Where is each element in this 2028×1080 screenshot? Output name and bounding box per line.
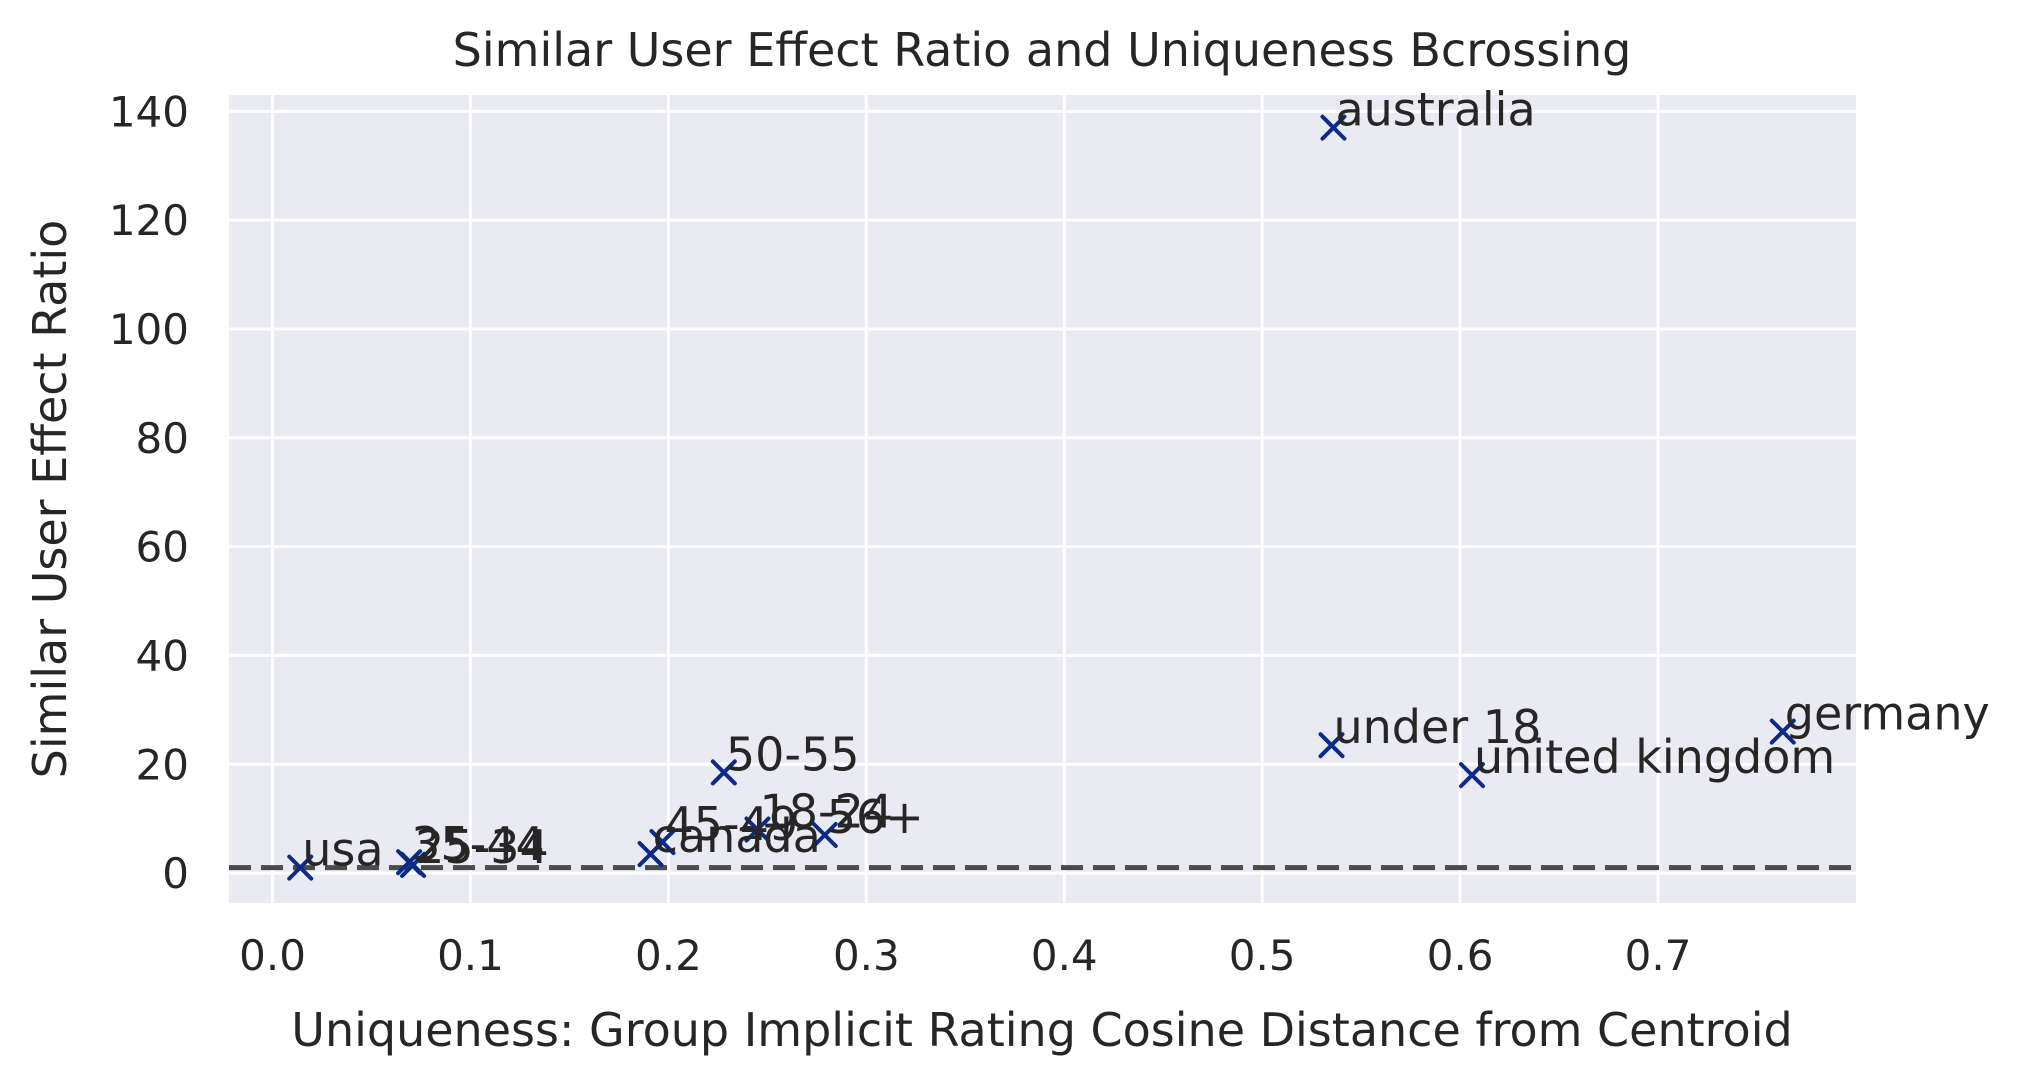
grid bbox=[229, 95, 1856, 903]
data-point-label: united kingdom bbox=[1474, 730, 1835, 784]
x-tick-label: 0.0 bbox=[239, 931, 306, 980]
data-point-label: australia bbox=[1335, 83, 1535, 137]
data-point-label: canada bbox=[653, 809, 821, 863]
data-point-label: 45-49 bbox=[664, 797, 798, 851]
data-point-label: 18-24 bbox=[759, 785, 893, 839]
data-point-marker bbox=[811, 821, 838, 848]
x-tick-label: 0.6 bbox=[1427, 931, 1494, 980]
data-point-label: 35-44 bbox=[411, 817, 545, 871]
data-point-marker bbox=[287, 854, 314, 881]
y-tick-label: 140 bbox=[109, 87, 189, 136]
y-tick-label: 40 bbox=[136, 631, 189, 680]
x-tick-label: 0.7 bbox=[1625, 931, 1692, 980]
data-point-label: germany bbox=[1785, 687, 1990, 741]
data-point-marker bbox=[1459, 762, 1486, 789]
data-point-label: usa bbox=[302, 823, 383, 877]
y-tick-label: 80 bbox=[136, 414, 189, 463]
data-point-marker bbox=[649, 829, 676, 856]
y-tick-label: 120 bbox=[109, 196, 189, 245]
x-tick-label: 0.4 bbox=[1031, 931, 1098, 980]
data-points bbox=[287, 114, 1796, 881]
data-point-marker bbox=[1769, 718, 1796, 745]
chart-title: Similar User Effect Ratio and Uniqueness… bbox=[453, 23, 1632, 77]
data-point-label: 25-34 bbox=[415, 820, 549, 874]
data-point-label: under 18 bbox=[1333, 700, 1541, 754]
data-point-label: 50-55 bbox=[726, 727, 860, 781]
y-tick-label: 0 bbox=[162, 849, 189, 898]
data-point-marker bbox=[1318, 732, 1345, 759]
data-point-marker bbox=[1320, 114, 1347, 141]
tick-labels: 0.0 0.1 0.2 0.3 0.4 0.5 0.6 0.7 0 20 40 60 80 100 120 1… bbox=[109, 87, 1692, 980]
plot-area bbox=[229, 95, 1856, 903]
x-tick-label: 0.2 bbox=[635, 931, 702, 980]
data-point-marker bbox=[744, 816, 771, 843]
x-tick-label: 0.3 bbox=[833, 931, 900, 980]
y-axis-title: Similar User Effect Ratio bbox=[23, 220, 77, 779]
data-point-marker bbox=[710, 759, 737, 786]
x-tick-label: 0.1 bbox=[437, 931, 504, 980]
y-tick-label: 100 bbox=[109, 305, 189, 354]
data-point-marker bbox=[400, 851, 427, 878]
x-axis-title: Uniqueness: Group Implicit Rating Cosine… bbox=[291, 1003, 1792, 1057]
y-tick-label: 20 bbox=[136, 740, 189, 789]
y-tick-label: 60 bbox=[136, 523, 189, 572]
x-tick-label: 0.5 bbox=[1229, 931, 1296, 980]
data-point-label: 56+ bbox=[827, 790, 924, 844]
